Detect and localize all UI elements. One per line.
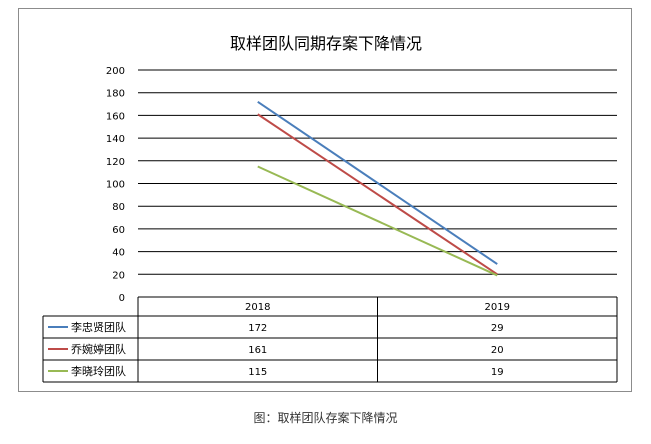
x-tick-label: 2018	[245, 302, 270, 313]
legend-entry: 李晓玲团队	[71, 364, 126, 378]
line-chart: 取样团队同期存案下降情况 020406080100120140160180200…	[42, 34, 618, 383]
series-line	[257, 100, 498, 265]
data-label: 19	[491, 367, 504, 378]
data-table: 2018 2019 李忠贤团队 172 29 乔婉婷团队 161 20 李晓玲团队 115 19	[42, 296, 618, 383]
y-tick-label: 160	[106, 111, 125, 122]
y-tick-label: 20	[112, 270, 125, 281]
y-axis-ticks: 0 20 40 60 80 100 120 140 160 180 200	[106, 66, 125, 304]
data-label: 20	[491, 345, 504, 356]
data-label: 29	[491, 323, 504, 334]
gridlines	[138, 69, 617, 275]
legend-entry: 李忠贤团队	[71, 320, 126, 334]
series-line	[257, 113, 498, 276]
y-tick-label: 0	[119, 293, 125, 304]
x-tick-label: 2019	[485, 302, 510, 313]
y-tick-label: 140	[106, 134, 125, 145]
y-tick-label: 100	[106, 180, 125, 191]
y-tick-label: 80	[112, 202, 125, 213]
figure-caption: 图：取样团队存案下降情况	[253, 411, 398, 425]
chart-title: 取样团队同期存案下降情况	[230, 34, 422, 53]
y-tick-label: 120	[106, 157, 125, 168]
legend-entry: 乔婉婷团队	[71, 342, 126, 356]
data-label: 115	[248, 367, 267, 378]
y-tick-label: 60	[112, 225, 125, 236]
data-label: 161	[248, 345, 267, 356]
data-label: 172	[248, 323, 267, 334]
y-tick-label: 180	[106, 89, 125, 100]
y-tick-label: 40	[112, 248, 125, 259]
y-tick-label: 200	[106, 66, 125, 77]
series-line	[257, 165, 498, 277]
series-lines	[257, 100, 498, 277]
chart-frame: 取样团队同期存案下降情况 0 20 40 60 80 100 120 140 160 180 200…	[18, 8, 632, 392]
